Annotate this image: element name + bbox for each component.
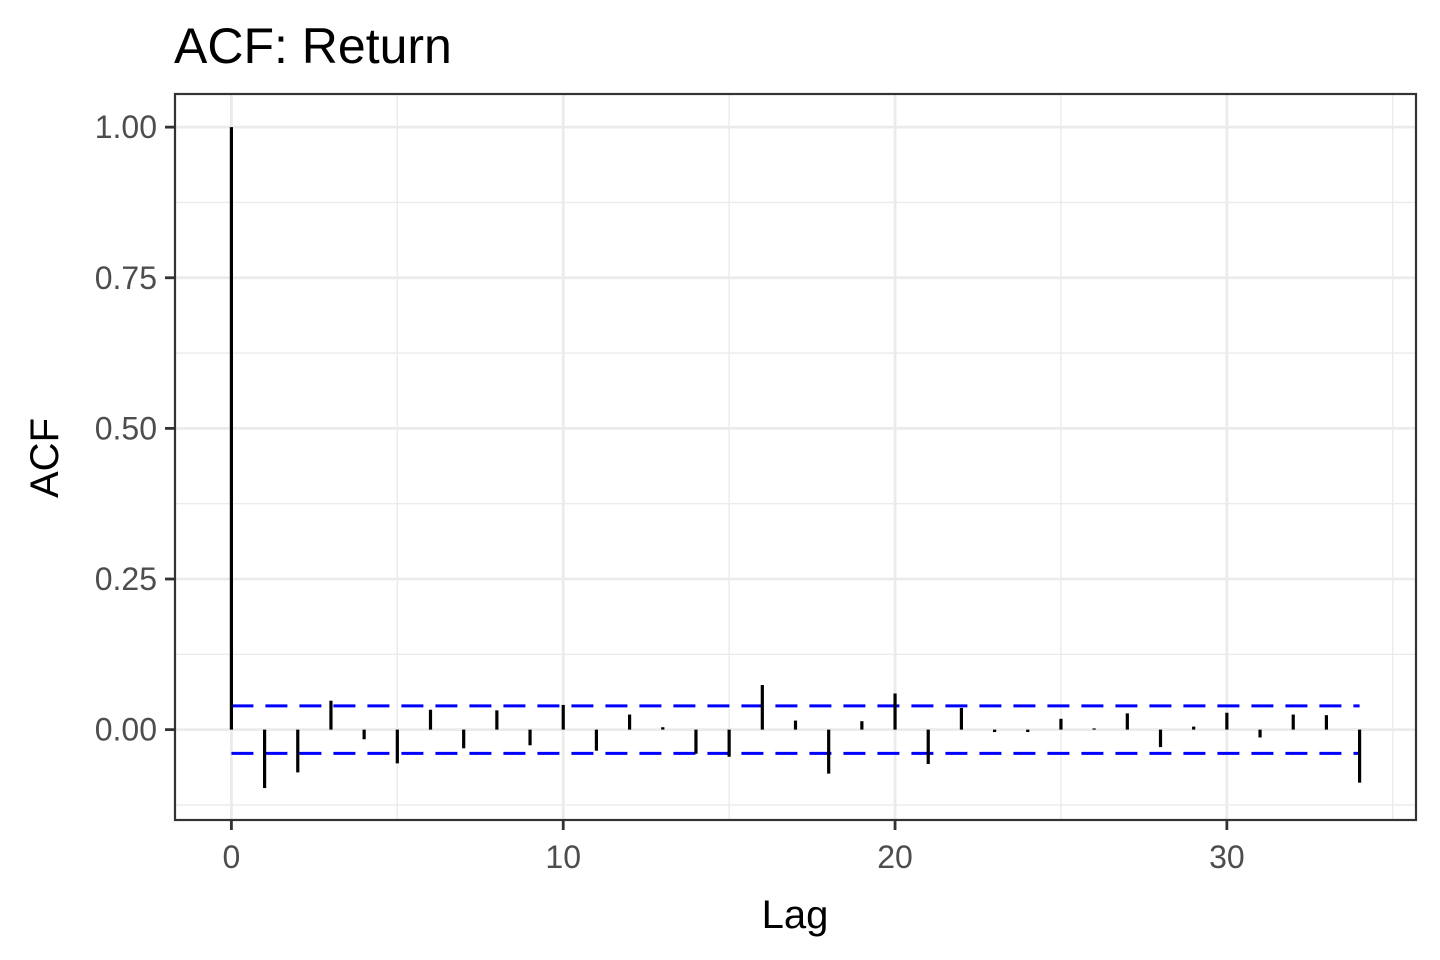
axes: 0 10 20 30 0.00 0.25 0.50 0.75 1.00 xyxy=(95,109,1245,875)
y-tick-label: 1.00 xyxy=(95,109,157,145)
y-tick-label: 0.00 xyxy=(95,712,157,748)
y-axis-title: ACF xyxy=(23,418,67,498)
x-axis-title: Lag xyxy=(762,893,829,937)
x-tick-label: 0 xyxy=(223,839,241,875)
y-tick-label: 0.75 xyxy=(95,260,157,296)
plot-panel-border xyxy=(173,92,1418,822)
chart-title: ACF: Return xyxy=(174,18,452,74)
y-tick-label: 0.25 xyxy=(95,561,157,597)
acf-bars xyxy=(229,127,1362,789)
confidence-bounds xyxy=(231,704,1360,755)
y-tick-label: 0.50 xyxy=(95,410,157,446)
grid-lines xyxy=(175,94,1416,820)
x-tick-label: 10 xyxy=(545,839,581,875)
x-tick-label: 30 xyxy=(1209,839,1245,875)
x-tick-label: 20 xyxy=(877,839,913,875)
